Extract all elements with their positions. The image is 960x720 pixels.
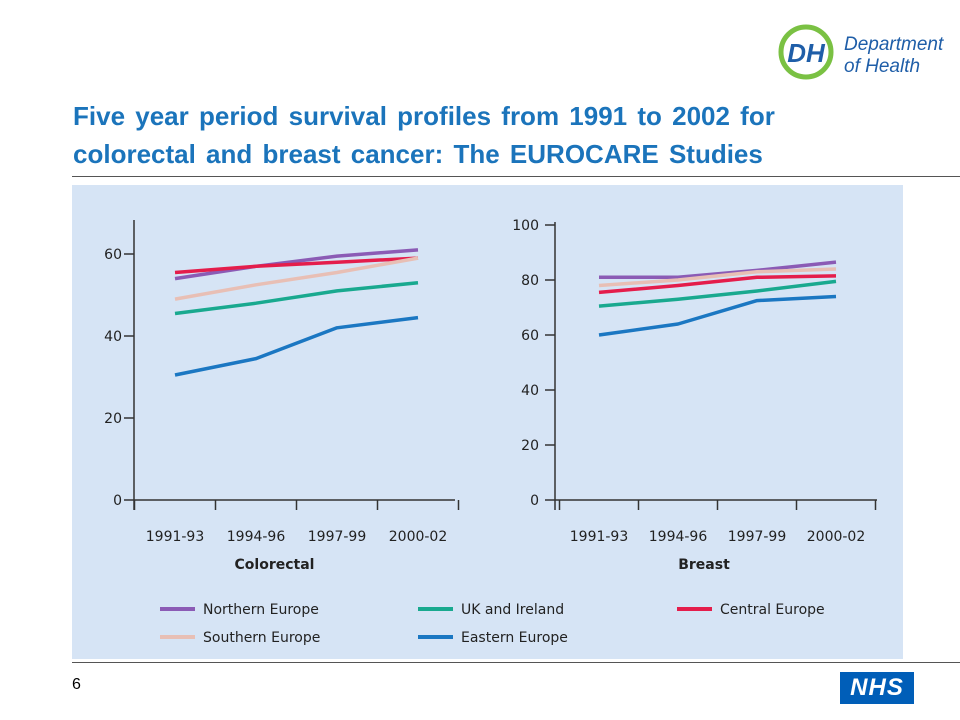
survival-figure: 0 20 40 60 1991-93 1994-96 1997-99 2000-02 Color… [72,185,903,659]
legend-label: Southern Europe [203,630,320,646]
survival-charts: 0 20 40 60 1991-93 1994-96 1997-99 2000-02 Color… [104,218,877,646]
colorectal-series-northern-europe [174,248,419,281]
breast-series-southern-europe [598,267,837,288]
breast-series-uk-and-ireland [598,279,837,308]
colorectal-y-tick-label: 60 [104,247,122,263]
legend-item-southern-europe: Southern Europe [160,630,320,646]
legend-item-northern-europe: Northern Europe [160,602,319,618]
breast-category-label: 1997-99 [728,529,787,545]
breast-chart: 0 20 40 60 80 100 1991-93 1994-96 1997-99 2000-02… [512,218,877,573]
nhs-logo: NHS [840,672,914,704]
logo-monogram: DH [787,38,826,68]
legend-label: Northern Europe [203,602,319,618]
legend-item-uk-and-ireland: UK and Ireland [418,602,564,618]
breast-y-tick-label: 100 [512,218,539,234]
colorectal-x-axis-label: Colorectal [235,557,315,573]
breast-series-central-europe [598,274,837,295]
footer-divider [72,662,960,663]
breast-y-tick-label: 80 [521,273,539,289]
breast-y-tick-label: 20 [521,438,539,454]
slide-title: Five year period survival profiles from … [73,101,775,169]
breast-category-label: 1991-93 [570,529,629,545]
breast-category-label: 2000-02 [807,529,866,545]
colorectal-series-southern-europe [174,256,419,301]
colorectal-category-label: 2000-02 [389,529,448,545]
breast-y-tick-label: 40 [521,383,539,399]
legend-label: Central Europe [720,602,825,618]
legend-label: UK and Ireland [461,602,564,618]
legend-item-central-europe: Central Europe [677,602,825,618]
colorectal-y-tick-label: 0 [113,493,122,509]
page-number: 6 [72,676,81,693]
colorectal-y-tick-label: 20 [104,411,122,427]
breast-y-tick-label: 60 [521,328,539,344]
breast-series-eastern-europe [598,294,837,337]
breast-y-tick-label: 0 [530,493,539,509]
colorectal-chart: 0 20 40 60 1991-93 1994-96 1997-99 2000-02 Color… [104,220,460,573]
breast-series-northern-europe [599,260,837,280]
department-of-health-logo: DH Department of Health [778,24,944,80]
colorectal-series-eastern-europe [174,315,419,377]
colorectal-category-label: 1997-99 [308,529,367,545]
breast-category-label: 1994-96 [649,529,708,545]
logo-line-2: of Health [844,56,920,77]
colorectal-category-label: 1991-93 [146,529,205,545]
colorectal-series-central-europe [174,256,419,275]
legend-item-eastern-europe: Eastern Europe [418,630,568,646]
logo-ring [778,24,834,80]
breast-x-axis-label: Breast [678,557,730,573]
colorectal-y-tick-label: 40 [104,329,122,345]
colorectal-category-label: 1994-96 [227,529,286,545]
logo-line-1: Department [844,34,944,55]
legend-label: Eastern Europe [461,630,568,646]
title-divider [72,176,960,177]
colorectal-series-uk-and-ireland [174,280,419,316]
chart-legend: Northern Europe UK and Ireland Central Eur… [160,602,825,646]
